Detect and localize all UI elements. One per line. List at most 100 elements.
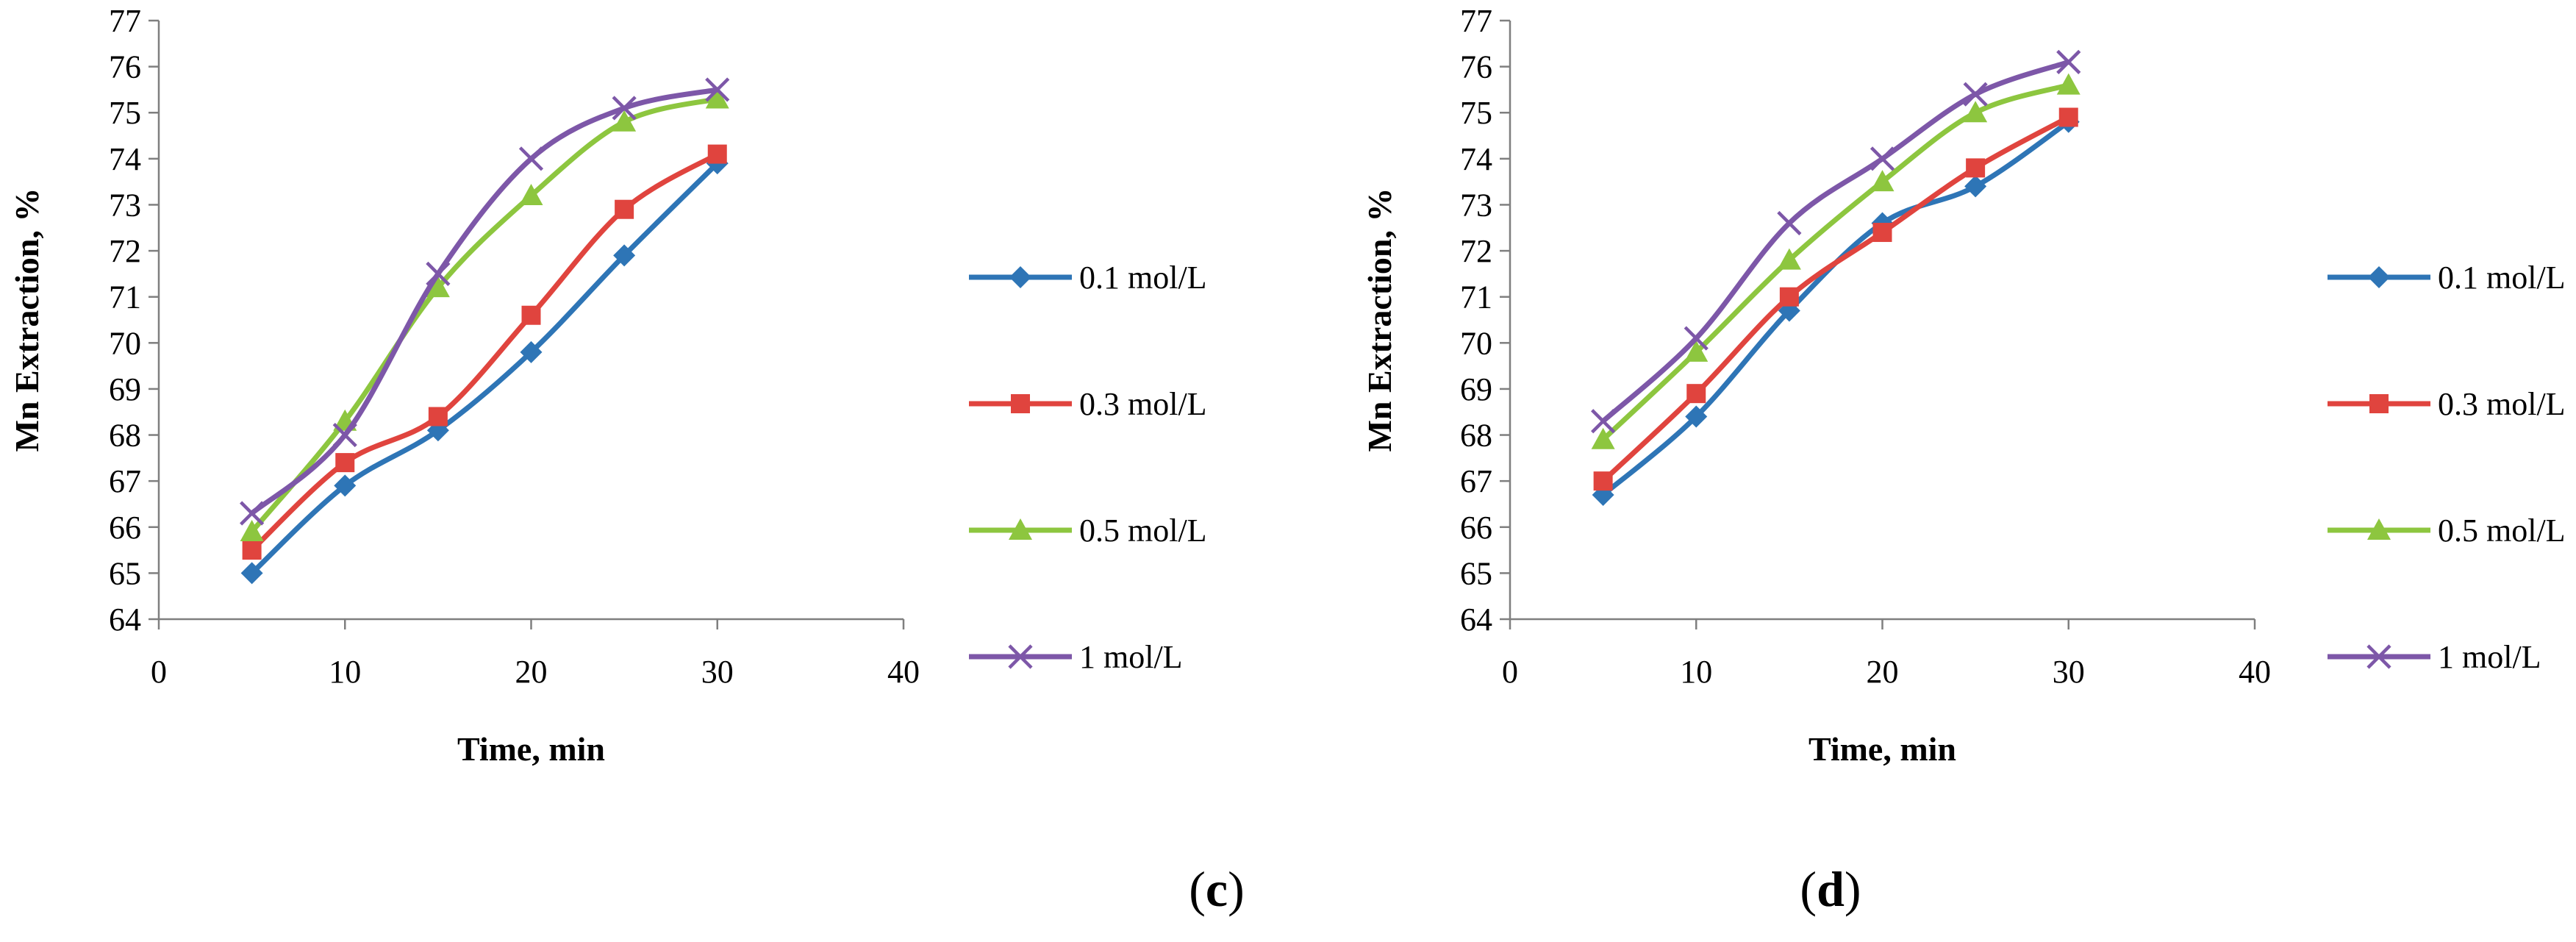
legend-swatch-marker	[1009, 266, 1031, 288]
x-tick-label: 0	[1502, 654, 1518, 690]
y-tick-label: 74	[1460, 141, 1492, 177]
data-point	[613, 244, 636, 267]
legend-entry: 0.5 mol/L	[969, 513, 1207, 549]
legend-entry: 0.1 mol/L	[2328, 260, 2566, 296]
legend-swatch-marker	[1011, 394, 1030, 413]
y-tick-label: 64	[1460, 602, 1492, 638]
y-tick-label: 69	[1460, 371, 1492, 407]
data-point	[428, 407, 448, 427]
legend-label: 0.3 mol/L	[1079, 386, 1207, 422]
data-point-stroke-b	[332, 422, 357, 448]
x-tick-label: 20	[1867, 654, 1899, 690]
data-point	[1777, 248, 1801, 270]
y-tick-label: 67	[109, 463, 141, 499]
x-tick-label: 30	[701, 654, 734, 690]
y-tick-label: 70	[1460, 325, 1492, 361]
data-point	[1964, 175, 1987, 198]
legend-entry: 0.3 mol/L	[2328, 386, 2566, 422]
panel-label-open: (	[1800, 861, 1817, 917]
data-point	[705, 87, 729, 109]
data-point	[1591, 409, 1616, 434]
data-point	[332, 422, 357, 448]
legend-swatch-marker	[2368, 266, 2390, 288]
series-0-3-mol-l	[1593, 107, 2078, 491]
y-tick-label: 76	[1460, 49, 1492, 85]
data-point	[2056, 49, 2081, 74]
x-axis-title: Time, min	[457, 730, 605, 768]
y-tick-label: 72	[109, 233, 141, 269]
data-point	[1685, 405, 1708, 428]
legend-entry: 0.1 mol/L	[969, 260, 1207, 296]
panel-label-close: )	[1845, 861, 1861, 917]
data-point-stroke-b	[426, 261, 451, 286]
data-point	[2058, 107, 2078, 127]
chart-panel-d: 64 65 66 67 68 69 70 71 72 73 74 75 76 77 0 10 20 30 40 Tim…	[1361, 3, 2566, 768]
data-point-stroke-b	[1591, 409, 1616, 434]
y-tick-label: 75	[109, 95, 141, 131]
panel-label-close: )	[1228, 861, 1245, 917]
y-tick-label: 64	[109, 602, 141, 638]
data-point	[1684, 340, 1709, 362]
data-point	[1779, 287, 1799, 307]
y-tick-label: 71	[109, 279, 141, 315]
series-0-3-mol-l	[242, 144, 727, 560]
y-tick-label: 66	[109, 510, 141, 546]
data-point	[240, 520, 264, 542]
data-point	[1870, 146, 1895, 171]
series-line	[1600, 119, 2072, 498]
data-point-stroke-b	[705, 77, 730, 102]
series-line	[1600, 59, 2072, 424]
data-point	[242, 540, 262, 560]
data-point	[1591, 427, 1615, 449]
x-tick-label: 40	[887, 654, 920, 690]
data-point	[1966, 158, 1986, 178]
y-tick-label: 71	[1460, 279, 1492, 315]
y-tick-label: 75	[1460, 95, 1492, 131]
y-tick-label: 67	[1460, 463, 1492, 499]
data-point	[426, 261, 451, 286]
panel-label: (c)	[1189, 861, 1245, 917]
legend-label: 0.3 mol/L	[2438, 386, 2566, 422]
y-tick-label: 73	[1460, 187, 1492, 223]
series-0-1-mol-l	[1592, 110, 2080, 506]
legend-label: 1 mol/L	[2438, 639, 2541, 675]
data-point	[2056, 73, 2081, 95]
data-point	[612, 110, 637, 132]
y-tick-label: 69	[109, 371, 141, 407]
panel-label-open: (	[1189, 861, 1206, 917]
x-tick-label: 10	[1680, 654, 1712, 690]
y-tick-label: 68	[1460, 418, 1492, 454]
data-point	[1593, 471, 1613, 491]
series-line	[249, 160, 720, 576]
data-point	[240, 501, 265, 526]
y-tick-label: 70	[109, 325, 141, 361]
data-point	[335, 453, 355, 473]
y-axis-title: Mn Extraction, %	[8, 188, 46, 452]
data-point	[615, 199, 634, 219]
y-tick-label: 74	[109, 141, 141, 177]
data-point	[705, 77, 730, 102]
legend-swatch-marker	[2367, 518, 2391, 540]
x-tick-label: 0	[151, 654, 167, 690]
data-point	[334, 474, 357, 497]
x-tick-label: 20	[515, 654, 548, 690]
y-tick-label: 77	[109, 3, 141, 39]
x-axis-title: Time, min	[1808, 730, 1956, 768]
y-tick-label: 77	[1460, 3, 1492, 39]
panel-label: (d)	[1800, 861, 1861, 917]
data-point-stroke-b	[240, 501, 265, 526]
y-tick-label: 65	[109, 555, 141, 591]
x-tick-label: 30	[2053, 654, 2085, 690]
data-point-stroke-b	[1870, 146, 1895, 171]
data-point-stroke-b	[518, 146, 544, 171]
data-point	[1870, 170, 1895, 192]
data-point	[1872, 223, 1892, 243]
legend-swatch-marker	[1009, 518, 1032, 540]
legend-label: 0.1 mol/L	[1079, 260, 1207, 296]
data-point-stroke-b	[1777, 210, 1802, 236]
data-point-stroke-b	[1963, 82, 1988, 107]
legend-entry: 0.3 mol/L	[969, 386, 1207, 422]
data-point	[612, 96, 637, 121]
